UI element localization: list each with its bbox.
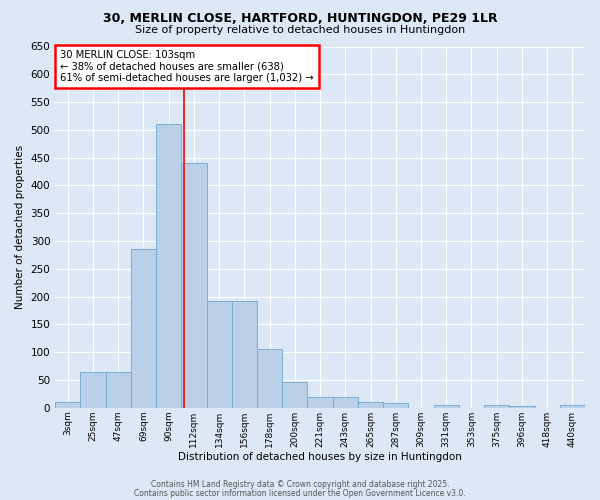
Bar <box>206 301 232 408</box>
Bar <box>131 250 156 408</box>
Text: Contains public sector information licensed under the Open Government Licence v3: Contains public sector information licen… <box>134 488 466 498</box>
Bar <box>358 402 383 408</box>
Bar <box>282 382 307 408</box>
X-axis label: Distribution of detached houses by size in Huntingdon: Distribution of detached houses by size … <box>178 452 462 462</box>
Bar <box>484 405 509 408</box>
Text: 30 MERLIN CLOSE: 103sqm
← 38% of detached houses are smaller (638)
61% of semi-d: 30 MERLIN CLOSE: 103sqm ← 38% of detache… <box>61 50 314 84</box>
Bar <box>156 124 181 408</box>
Bar <box>307 396 332 408</box>
Bar <box>257 350 282 408</box>
Text: 30, MERLIN CLOSE, HARTFORD, HUNTINGDON, PE29 1LR: 30, MERLIN CLOSE, HARTFORD, HUNTINGDON, … <box>103 12 497 26</box>
Bar <box>80 372 106 408</box>
Bar <box>106 372 131 408</box>
Bar <box>332 396 358 408</box>
Text: Contains HM Land Registry data © Crown copyright and database right 2025.: Contains HM Land Registry data © Crown c… <box>151 480 449 489</box>
Y-axis label: Number of detached properties: Number of detached properties <box>15 145 25 309</box>
Bar <box>232 301 257 408</box>
Text: Size of property relative to detached houses in Huntingdon: Size of property relative to detached ho… <box>135 25 465 35</box>
Bar <box>509 406 535 408</box>
Bar <box>560 405 585 408</box>
Bar <box>181 163 206 408</box>
Bar <box>383 404 409 408</box>
Bar <box>55 402 80 408</box>
Bar <box>434 405 459 408</box>
